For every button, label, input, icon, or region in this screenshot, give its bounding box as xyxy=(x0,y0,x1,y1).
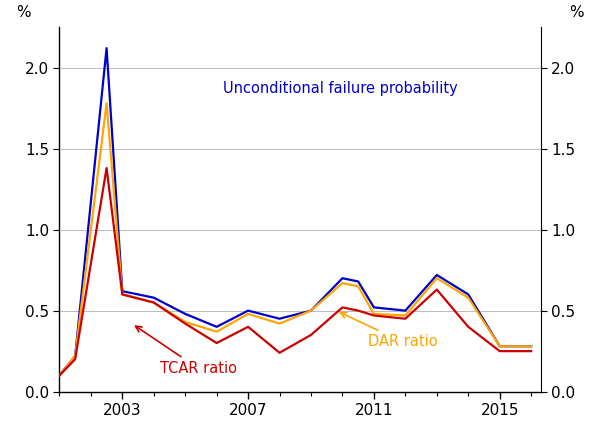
Text: %: % xyxy=(569,5,584,20)
Text: DAR ratio: DAR ratio xyxy=(340,312,437,349)
Text: %: % xyxy=(16,5,31,20)
Text: Unconditional failure probability: Unconditional failure probability xyxy=(223,81,458,96)
Text: TCAR ratio: TCAR ratio xyxy=(136,326,237,376)
